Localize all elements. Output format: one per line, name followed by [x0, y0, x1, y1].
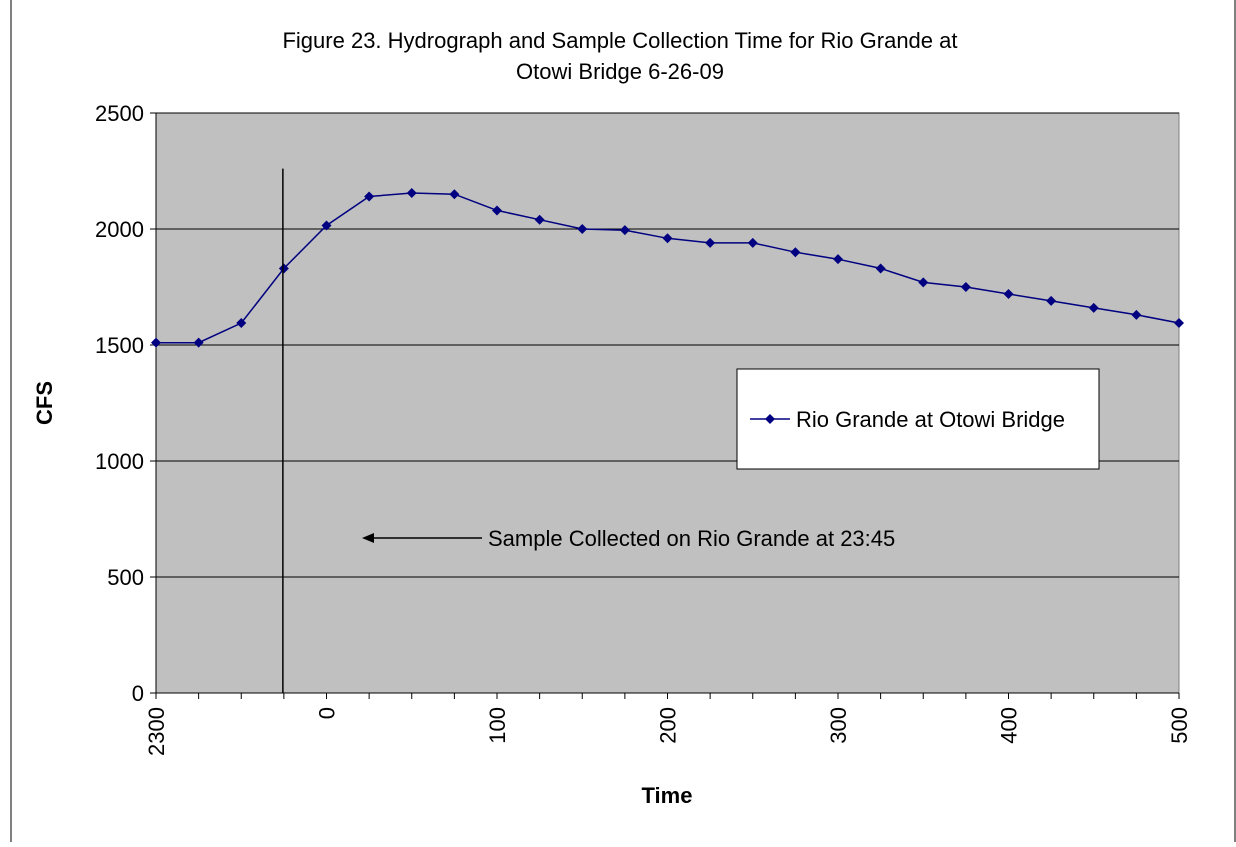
data-point — [151, 337, 161, 348]
data-point — [492, 205, 502, 216]
data-point — [449, 189, 460, 200]
data-point — [193, 337, 204, 348]
data-point — [236, 317, 247, 328]
annotation-layer — [282, 168, 482, 693]
legend-label: Rio Grande at Otowi Bridge — [796, 407, 1065, 432]
legend-box — [736, 368, 1100, 470]
data-point — [1088, 302, 1099, 313]
y-tick-label: 0 — [132, 681, 144, 706]
data-point — [833, 254, 843, 265]
x-axis-label: Time — [642, 783, 693, 808]
annotation-text: Sample Collected on Rio Grande at 23:45 — [488, 526, 895, 551]
data-point — [1046, 295, 1057, 306]
legend-marker-swatch — [765, 414, 775, 424]
data-point — [406, 188, 417, 199]
x-tick-label: 100 — [485, 707, 510, 744]
data-point — [1174, 317, 1184, 328]
x-tick-label: 500 — [1167, 707, 1192, 744]
data-point — [1131, 309, 1142, 320]
data-point — [321, 220, 332, 231]
data-point — [705, 237, 716, 248]
y-tick-label: 500 — [107, 565, 144, 590]
y-tick-label: 1500 — [95, 333, 144, 358]
x-tick-label: 2300 — [144, 707, 169, 756]
data-point — [364, 191, 375, 202]
y-tick-label: 2000 — [95, 217, 144, 242]
data-point — [1003, 288, 1014, 299]
series-layer — [151, 188, 1184, 348]
data-point — [278, 263, 289, 274]
chart-title-line-2: Otowi Bridge 6-26-09 — [516, 59, 724, 84]
data-point — [960, 282, 971, 292]
y-tick-label: 2500 — [95, 101, 144, 126]
data-point — [534, 214, 545, 225]
x-tick-label: 300 — [826, 707, 851, 744]
y-axis-label: CFS — [32, 381, 57, 425]
y-tick-label: 1000 — [95, 449, 144, 474]
data-point — [662, 233, 673, 244]
x-tick-label: 200 — [656, 707, 681, 744]
data-point — [577, 224, 588, 234]
data-point — [747, 237, 758, 248]
x-tick-label: 400 — [997, 707, 1022, 744]
data-point — [790, 247, 801, 258]
legend: Rio Grande at Otowi Bridge — [736, 368, 1100, 470]
annotation-arrowhead — [362, 533, 374, 543]
data-point — [875, 263, 886, 274]
data-point — [619, 225, 630, 236]
x-tick-label: 0 — [315, 707, 340, 719]
data-point — [918, 277, 929, 288]
chart-title-line-1: Figure 23. Hydrograph and Sample Collect… — [282, 28, 957, 53]
